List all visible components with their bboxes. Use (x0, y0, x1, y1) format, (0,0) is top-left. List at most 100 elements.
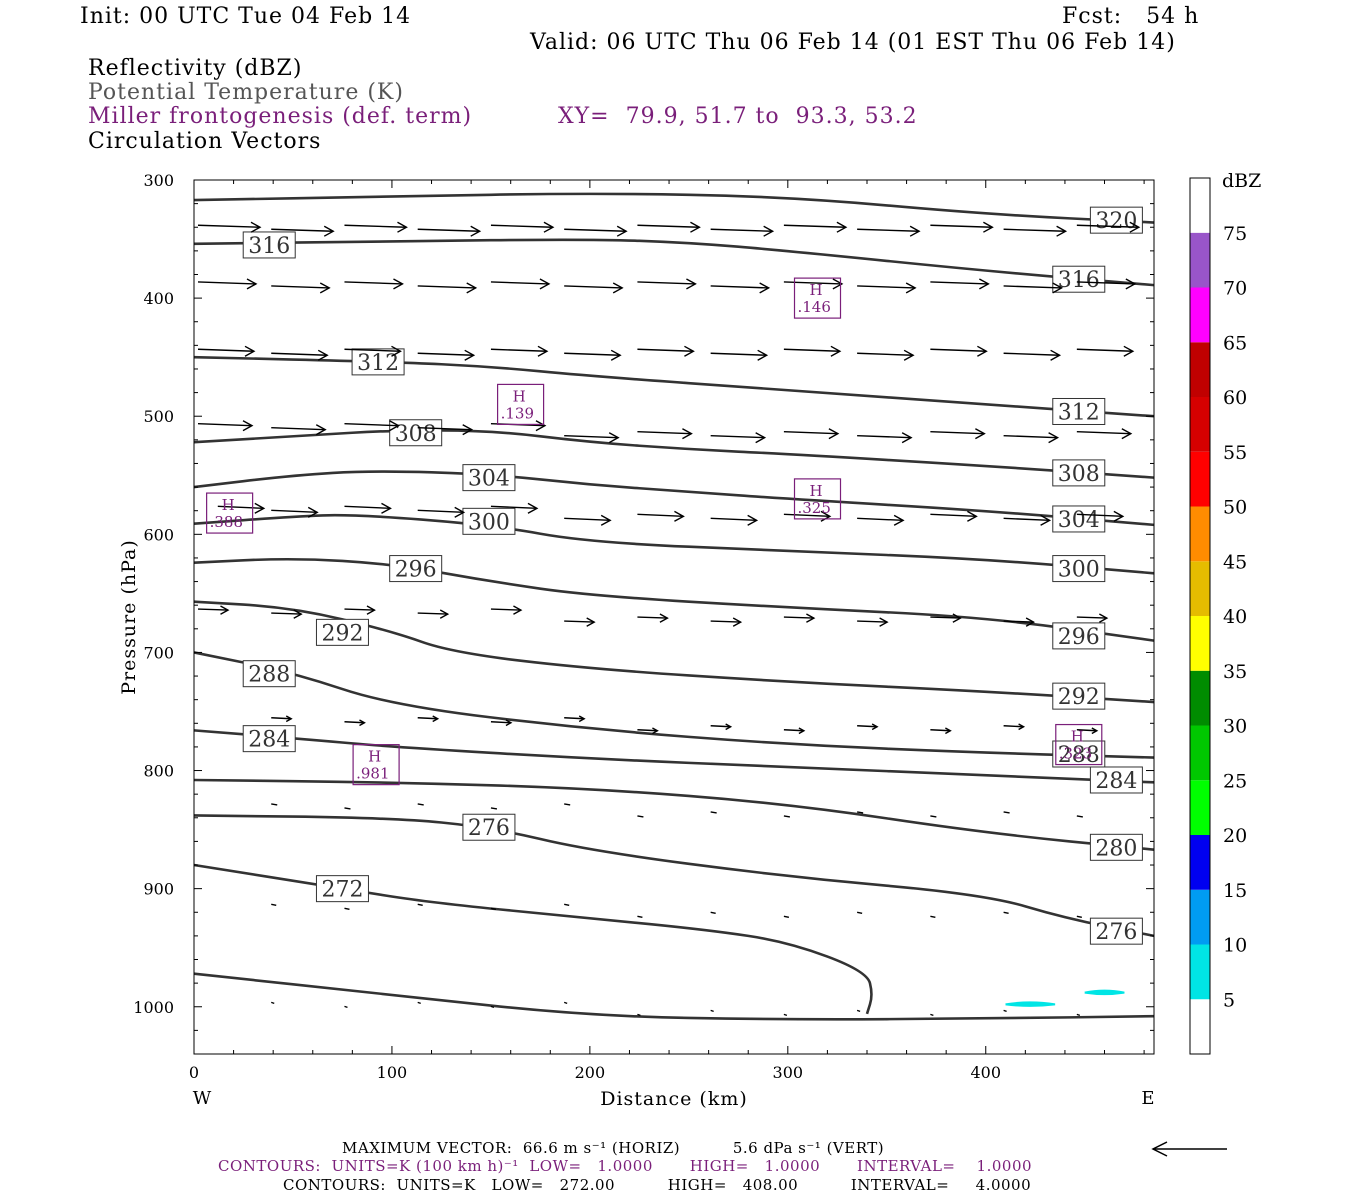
vector-head (952, 613, 962, 623)
circulation-vector (710, 723, 733, 731)
vector-head (1123, 345, 1135, 357)
vector-shaft (857, 725, 878, 728)
circulation-vector (490, 502, 539, 514)
circulation-vector (490, 345, 549, 357)
circulation-vector (1003, 514, 1052, 526)
vector-head (513, 605, 523, 615)
colorbar-frame (1189, 177, 1211, 1055)
x-tick-label: 200 (575, 1063, 606, 1082)
vector-head (1040, 514, 1052, 526)
circulation-vector (1076, 278, 1137, 290)
circulation-vector (1076, 428, 1133, 440)
circulation-vector (783, 345, 842, 357)
vector-head (893, 514, 905, 526)
vector-head (381, 502, 392, 514)
vector-head (366, 605, 376, 615)
circulation-vector (1003, 282, 1064, 294)
frontogenesis-box (496, 383, 545, 426)
y-tick-label: 500 (143, 407, 174, 426)
colorbar-tick-label: 65 (1223, 332, 1247, 354)
vector-shaft (930, 616, 961, 619)
circulation-vector (197, 605, 230, 615)
vector-head (967, 510, 978, 522)
field-reflectivity: Reflectivity (dBZ) (88, 56, 303, 81)
theta-contour-284 (193, 729, 1155, 784)
vector-shaft (1076, 281, 1135, 285)
vector-head (527, 502, 539, 514)
contour-label-box (1052, 555, 1106, 583)
vector-shaft (1076, 224, 1139, 228)
frontogenesis-high-label: H (810, 281, 823, 299)
circulation-vector (710, 811, 717, 814)
vector-head (725, 723, 733, 731)
circulation-vector (344, 278, 404, 290)
circulation-vector (637, 278, 697, 290)
vector-head (879, 617, 889, 627)
vector-shaft (490, 505, 537, 510)
circulation-vector (1003, 349, 1062, 361)
circulation-vector (857, 225, 921, 237)
vector-shaft (490, 807, 498, 810)
contour-label: 312 (1052, 397, 1106, 425)
vector-head (612, 282, 624, 294)
circulation-vector (857, 349, 915, 361)
contour-label-box (242, 231, 296, 259)
vector-shaft (710, 911, 716, 915)
theta-contour-300 (193, 513, 1155, 575)
vector-shaft (344, 1005, 348, 1009)
circulation-vector (856, 911, 863, 915)
colorbar-segment (1190, 506, 1210, 562)
frontogenesis-maximum: H.323 (1055, 723, 1103, 766)
frontogenesis-value: .981 (356, 765, 389, 783)
circulation-vector (564, 903, 570, 907)
vector-shaft (857, 811, 864, 814)
vector-head (600, 514, 612, 526)
vector-shaft (783, 729, 804, 732)
vector-head (832, 278, 844, 290)
contour-label-text: 312 (357, 351, 399, 376)
contour-label-text: 304 (468, 467, 510, 492)
circulation-vector (783, 815, 791, 818)
frontogenesis-box (206, 492, 254, 534)
circulation-vector (710, 349, 769, 361)
vector-head (820, 510, 832, 522)
y-tick-label: 300 (143, 171, 174, 190)
vector-shaft (637, 348, 694, 352)
circulation-vector (344, 502, 392, 514)
circulation-vector (637, 428, 693, 440)
circulation-vector (217, 502, 266, 514)
vector-head (323, 225, 335, 237)
circulation-vector (1003, 1009, 1007, 1013)
circulation-vector (564, 715, 586, 723)
y-tick-label: 900 (143, 880, 174, 899)
vector-head (905, 282, 917, 294)
colorbar-tick-label: 20 (1223, 825, 1247, 847)
circulation-vector (344, 807, 351, 810)
circulation-vector (417, 803, 424, 806)
circulation-vector (417, 225, 482, 237)
colorbar-segment (1190, 725, 1210, 781)
frontogenesis-value: .325 (798, 499, 831, 517)
contour-label-text: 316 (248, 234, 290, 259)
contour-label-text: 300 (468, 510, 510, 535)
circulation-vector (564, 803, 571, 806)
vector-shaft (930, 915, 936, 919)
contour-label-text: 316 (1058, 268, 1100, 293)
contour-label: 304 (1052, 505, 1106, 533)
frontogenesis-maximum: H.388 (206, 492, 254, 534)
vector-head (682, 428, 693, 440)
vector-shaft (857, 285, 916, 289)
circulation-vector (1003, 723, 1026, 731)
vector-shaft (930, 729, 951, 732)
vector-shaft (783, 815, 791, 818)
circulation-vector (1076, 221, 1141, 233)
circulation-vector (857, 282, 917, 294)
contour-label-text: 320 (1095, 209, 1137, 234)
circulation-vector (271, 349, 329, 361)
contour-label-box (462, 464, 516, 492)
vector-shaft (564, 803, 571, 806)
vector-shaft (783, 616, 814, 619)
vector-shaft (857, 228, 920, 232)
vector-shaft (197, 608, 229, 611)
